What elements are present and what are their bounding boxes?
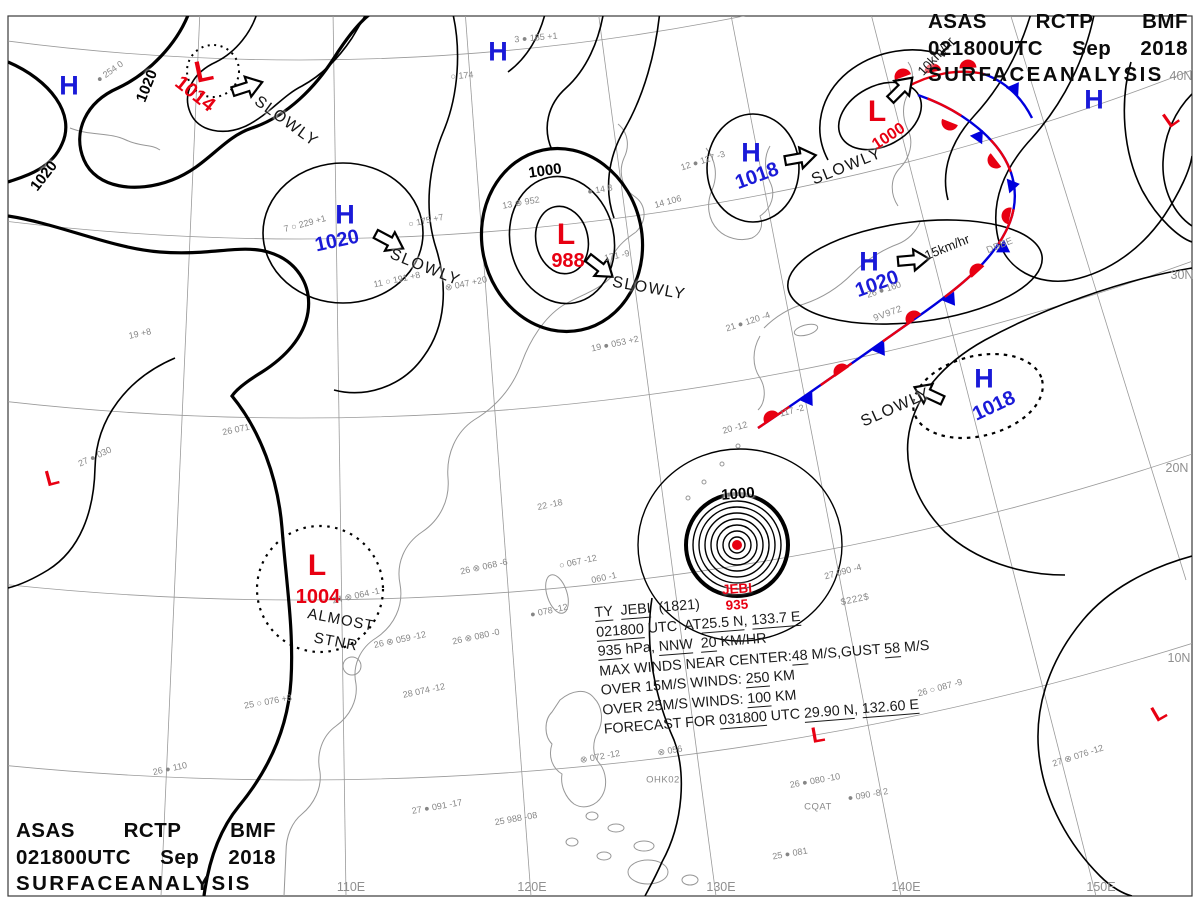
isobar-label-1000-ty: 1000 [720,484,756,504]
motion-slowly-5: SLOWLY [858,384,934,431]
station-plot: 21 ● 120 -4 [724,309,772,334]
station-plot: 19 ● 053 +2 [590,333,640,354]
high-symbol-nw: H [59,70,79,101]
low-1004-value: 1004 [295,586,341,608]
motion-slowly-1: SLOWLY [251,92,322,151]
station-plot: 26 ⊗ 068 -6 [459,556,509,577]
station-plot: 25 ○ 076 +3 [243,692,293,711]
station-plot: 12 ● 127 -3 [679,148,727,173]
station-plot: 11 ○ 191 +8 [372,269,422,290]
station-plot: ● 090 -8 2 [846,786,889,803]
high-1020w-symbol: H [335,199,355,230]
typhoon-jebi-rings [637,448,843,642]
title-block-top-right: ASAS RCTP BMF 021800UTC Sep 2018 SURFACE ANALY… [928,9,1188,89]
station-plot: 27 ● 091 -17 [410,797,463,816]
high-1018k-symbol: H [741,137,761,168]
ship-callsign: OHK02 [646,774,680,786]
ship-callsign: DBBE [984,235,1015,257]
station-plot: 27 ● 030 [76,444,113,469]
high-symbol-top-center: H [488,36,508,67]
station-plot: 26 ● 110 [151,760,188,778]
station-plot: 26 ⊗ 080 -0 [451,626,501,647]
motion-slowly-3: SLOWLY [610,273,688,304]
high-1018k-value: 1018 [732,158,782,194]
station-plot: 7 ○ 229 +1 [282,213,328,234]
motion-stnr: STNR [312,629,360,655]
station-plot: ○ 174 [450,69,474,82]
station-plot: ○ 067 -12 [558,552,598,571]
station-plot: 20 -12 [721,419,749,436]
low-1004-symbol: L [307,549,327,582]
isobar-label-1020-b: 1020 [27,157,61,195]
station-plot: 19 +8 [127,326,153,341]
isobar-label-1020-a: 1020 [132,67,162,105]
lon-label-130e: 130E [706,879,736,894]
station-plot: ● 14 8 [586,182,614,197]
lon-label-150e: 150E [1086,879,1116,894]
station-plot: 27 090 -4 [823,561,863,582]
title-line: ASAS RCTP BMF [16,819,276,842]
speed-label-15: 15km/hr [922,231,972,263]
map-frame [7,15,1193,897]
station-plot: ● 078 -12 [529,601,569,620]
ship-callsign: 9V972 [871,303,904,325]
low-forecast-symbol: L [809,721,827,748]
high-1020e-symbol: H [859,246,879,277]
low-ne-symbol: L [867,95,887,128]
lat-label-20n: 20N [1165,460,1189,475]
low-east40-symbol: L [1158,104,1184,133]
development-circles [186,44,1044,654]
motion-slowly-4: SLOWLY [809,144,885,189]
lat-label-30n: 30N [1170,267,1194,282]
typhoon-info-block: TY JEBI (1821) 021800 UTC AT25.5 N, 133.7… [594,578,935,740]
station-plot: 117 -2 [778,402,806,419]
title-line: 021800UTC Sep 2018 [928,36,1188,60]
isobars [8,16,1192,896]
station-plot: 27 ⊗ 076 -12 [1051,742,1105,769]
station-plot: 26 ⊗ 059 -12 [372,629,427,650]
station-plot: ○ 175 +7 [407,211,445,230]
stationary-front [757,59,1034,429]
title-line: 021800UTC Sep 2018 [16,845,276,869]
low-988-symbol: L [556,218,576,251]
station-plot: 171 -9 [603,247,631,264]
lat-label-10n: 10N [1167,650,1191,665]
lon-label-120e: 120E [517,879,547,894]
station-plot: ● 254 0 [94,58,126,85]
station-plot: ⊗ 072 -12 [579,748,621,765]
station-plot: ⊗ 056 [656,743,684,758]
coastlines [69,61,921,896]
lon-label-140e: 140E [891,879,921,894]
station-plot: 3 ● 185 +1 [513,30,558,45]
lat-label-40n: 40N [1169,68,1193,83]
low-west-symbol: L [42,463,62,492]
station-plot: 28 074 -12 [401,681,446,700]
isobar-label-1000-a: 1000 [527,160,563,182]
title-line: SURFACE ANALYSIS [16,872,252,895]
high-symbol-top-right: H [1084,84,1104,115]
title-line: ASAS RCTP BMF [928,10,1188,33]
station-plot: 26 ● 080 -10 [788,771,841,790]
title-block-bottom-left: ASAS RCTP BMF 021800UTC Sep 2018 SURFACE ANALY… [16,818,276,898]
station-plot: 25 988 -08 [493,809,538,828]
station-plot: 26 071 [221,421,251,438]
ship-callsign: CQAT [804,801,832,813]
station-plot: 060 -1 [590,569,618,586]
low-988-value: 988 [551,250,585,272]
station-plot: 13 ⊗ 952 [501,194,541,211]
high-1020w-value: 1020 [312,225,362,257]
high-1018e-symbol: H [974,363,994,394]
low-se-symbol: L [1146,698,1171,727]
station-plot: 22 -18 [536,496,564,513]
typhoon-center-dot [732,540,742,550]
station-plot: 25 ● 081 [771,845,809,862]
station-plot: 14 106 [653,193,683,210]
lon-label-110e: 110E [336,879,366,894]
title-line: SURFACE ANALYSIS [928,63,1164,86]
